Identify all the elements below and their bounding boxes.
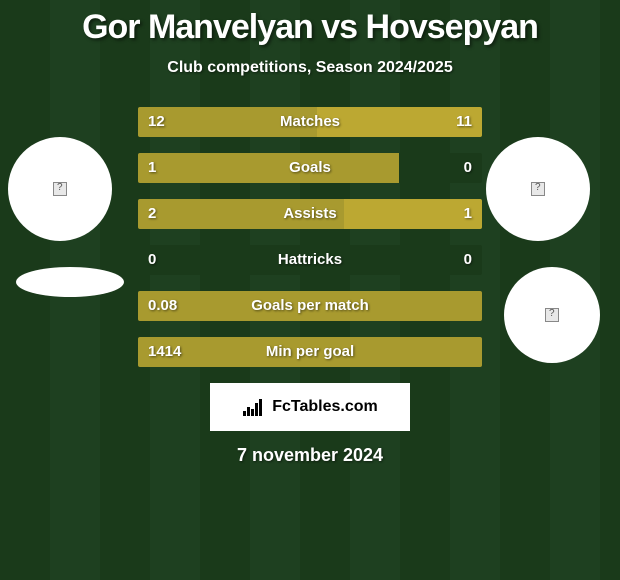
stat-label: Goals (138, 153, 482, 183)
stat-label: Matches (138, 107, 482, 137)
stat-row: 0.08Goals per match (138, 291, 482, 321)
stat-row: 1414Min per goal (138, 337, 482, 367)
player1-club-badge (16, 267, 124, 297)
stats-bars: 1211Matches 10Goals 21Assists 00Hattricks 0.… (138, 107, 482, 367)
fctables-logo-icon (242, 397, 266, 417)
page-subtitle: Club competitions, Season 2024/2025 (0, 59, 620, 77)
placeholder-icon (531, 182, 545, 196)
content-area: 1211Matches 10Goals 21Assists 00Hattricks 0.… (0, 107, 620, 367)
date-label: 7 november 2024 (0, 445, 620, 466)
fctables-logo: FcTables.com (210, 383, 410, 431)
fctables-logo-text: FcTables.com (272, 398, 378, 416)
stat-row: 1211Matches (138, 107, 482, 137)
placeholder-icon (53, 182, 67, 196)
stat-label: Hattricks (138, 245, 482, 275)
page-title: Gor Manvelyan vs Hovsepyan (0, 0, 620, 47)
stat-label: Min per goal (138, 337, 482, 367)
player1-avatar (8, 137, 112, 241)
player2-avatar (486, 137, 590, 241)
stat-label: Assists (138, 199, 482, 229)
stat-row: 00Hattricks (138, 245, 482, 275)
stat-row: 21Assists (138, 199, 482, 229)
stat-row: 10Goals (138, 153, 482, 183)
stat-label: Goals per match (138, 291, 482, 321)
placeholder-icon (545, 308, 559, 322)
player2-club-badge (504, 267, 600, 363)
